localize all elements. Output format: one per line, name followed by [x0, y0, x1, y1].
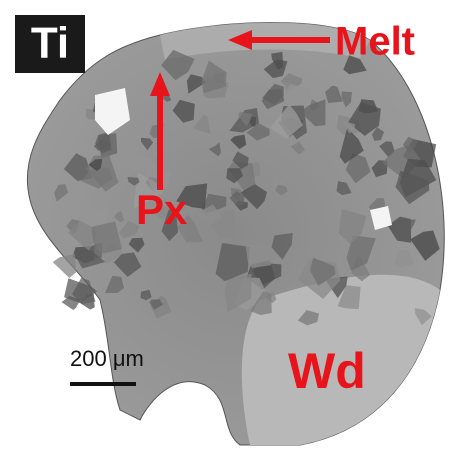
mineral-grain — [245, 245, 271, 268]
annotation: Melt — [335, 20, 415, 64]
mineral-grain — [53, 254, 76, 278]
panel-label: Ti — [31, 19, 69, 68]
micrograph: Ti Melt Px Wd 200 μm — [0, 0, 460, 457]
scale-bar-label: 200 μm — [70, 346, 144, 371]
annotation: Px — [136, 186, 188, 233]
annotation: Wd — [288, 343, 366, 399]
